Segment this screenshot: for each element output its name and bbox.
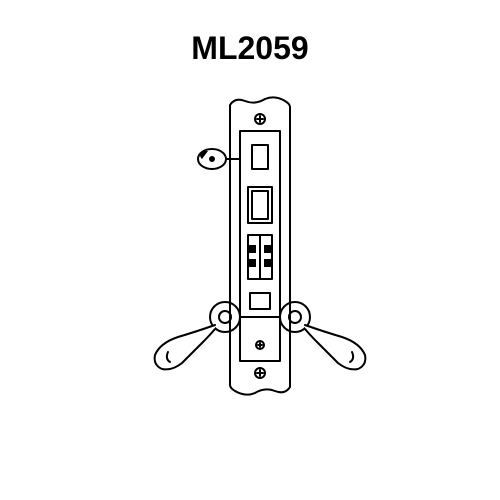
right-lever-handle <box>280 302 365 369</box>
left-lever-handle <box>155 302 240 369</box>
product-model-title: ML2059 <box>191 30 308 67</box>
deadbolt-opening <box>248 235 272 279</box>
thumb-turn <box>198 149 240 169</box>
lock-diagram <box>120 87 380 427</box>
